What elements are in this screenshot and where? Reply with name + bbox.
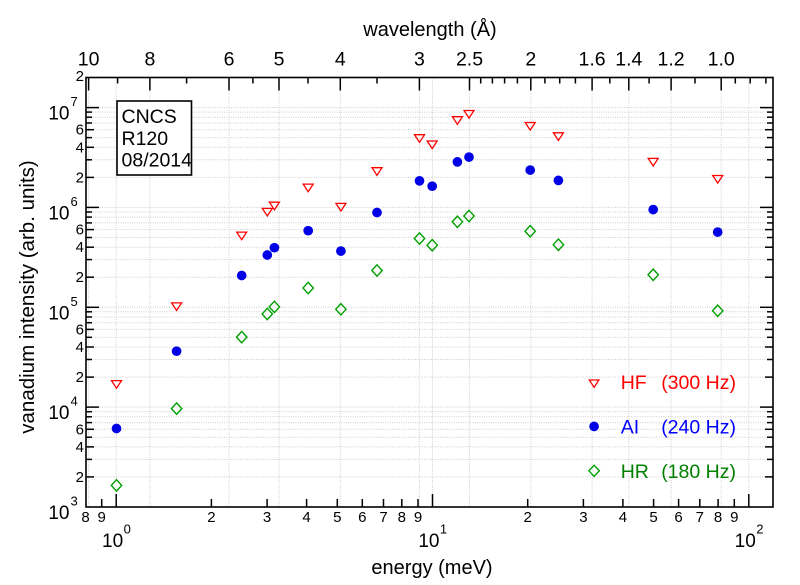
svg-text:7: 7 bbox=[379, 509, 387, 526]
svg-text:6: 6 bbox=[358, 509, 366, 526]
svg-text:3: 3 bbox=[263, 509, 271, 526]
svg-text:8: 8 bbox=[81, 509, 89, 526]
svg-text:5: 5 bbox=[274, 49, 285, 71]
svg-text:9: 9 bbox=[414, 509, 422, 526]
svg-text:7: 7 bbox=[696, 509, 704, 526]
svg-text:8: 8 bbox=[398, 509, 406, 526]
svg-text:2: 2 bbox=[207, 509, 215, 526]
svg-text:2: 2 bbox=[76, 68, 84, 85]
svg-text:HR: HR bbox=[621, 461, 649, 483]
svg-text:6: 6 bbox=[674, 509, 682, 526]
svg-text:08/2014: 08/2014 bbox=[122, 150, 193, 172]
svg-text:2.5: 2.5 bbox=[456, 49, 483, 71]
svg-text:10: 10 bbox=[418, 531, 439, 552]
svg-text:2: 2 bbox=[525, 49, 536, 71]
svg-text:4: 4 bbox=[76, 139, 84, 156]
svg-text:1: 1 bbox=[440, 522, 447, 537]
svg-text:3: 3 bbox=[414, 49, 425, 71]
svg-text:10: 10 bbox=[102, 531, 123, 552]
svg-text:10: 10 bbox=[78, 49, 100, 71]
svg-text:HF: HF bbox=[621, 372, 647, 394]
svg-text:5: 5 bbox=[649, 509, 657, 526]
svg-text:5: 5 bbox=[333, 509, 341, 526]
svg-text:10: 10 bbox=[48, 503, 69, 524]
svg-text:10: 10 bbox=[735, 531, 756, 552]
svg-text:4: 4 bbox=[619, 509, 627, 526]
svg-text:AI: AI bbox=[621, 417, 639, 439]
svg-text:1.4: 1.4 bbox=[615, 49, 642, 71]
svg-text:4: 4 bbox=[76, 339, 84, 356]
svg-text:7: 7 bbox=[71, 94, 78, 109]
svg-text:(300 Hz): (300 Hz) bbox=[661, 372, 736, 394]
svg-text:10: 10 bbox=[48, 403, 69, 424]
svg-text:10: 10 bbox=[48, 203, 69, 224]
svg-text:5: 5 bbox=[71, 294, 78, 309]
svg-text:10: 10 bbox=[48, 303, 69, 324]
svg-text:9: 9 bbox=[98, 509, 106, 526]
svg-text:0: 0 bbox=[124, 522, 131, 537]
svg-text:4: 4 bbox=[302, 509, 310, 526]
svg-text:8: 8 bbox=[714, 509, 722, 526]
svg-text:2: 2 bbox=[76, 269, 84, 286]
svg-text:2: 2 bbox=[756, 522, 763, 537]
svg-text:2: 2 bbox=[76, 469, 84, 486]
svg-text:R120: R120 bbox=[122, 128, 169, 150]
svg-text:energy (meV): energy (meV) bbox=[371, 557, 492, 579]
svg-text:6: 6 bbox=[76, 122, 84, 139]
svg-text:6: 6 bbox=[224, 49, 235, 71]
svg-text:6: 6 bbox=[76, 321, 84, 338]
svg-text:10: 10 bbox=[48, 104, 69, 125]
svg-text:6: 6 bbox=[76, 421, 84, 438]
svg-text:6: 6 bbox=[71, 194, 78, 209]
svg-text:1.0: 1.0 bbox=[708, 49, 735, 71]
svg-text:(240 Hz): (240 Hz) bbox=[661, 417, 736, 439]
svg-text:(180 Hz): (180 Hz) bbox=[661, 461, 736, 483]
svg-text:2: 2 bbox=[76, 369, 84, 386]
svg-text:4: 4 bbox=[76, 439, 84, 456]
svg-text:CNCS: CNCS bbox=[122, 106, 177, 128]
svg-text:4: 4 bbox=[335, 49, 346, 71]
svg-text:4: 4 bbox=[76, 239, 84, 256]
svg-text:6: 6 bbox=[76, 222, 84, 239]
svg-text:9: 9 bbox=[730, 509, 738, 526]
svg-text:2: 2 bbox=[76, 169, 84, 186]
svg-text:2: 2 bbox=[524, 509, 532, 526]
svg-text:1.6: 1.6 bbox=[579, 49, 606, 71]
svg-text:1.2: 1.2 bbox=[658, 49, 685, 71]
svg-text:wavelength (Å): wavelength (Å) bbox=[362, 18, 496, 41]
svg-text:3: 3 bbox=[71, 494, 78, 509]
svg-text:vanadium intensity (arb. units: vanadium intensity (arb. units) bbox=[16, 160, 39, 433]
svg-text:4: 4 bbox=[71, 394, 78, 409]
svg-text:8: 8 bbox=[144, 49, 155, 71]
svg-text:3: 3 bbox=[579, 509, 587, 526]
